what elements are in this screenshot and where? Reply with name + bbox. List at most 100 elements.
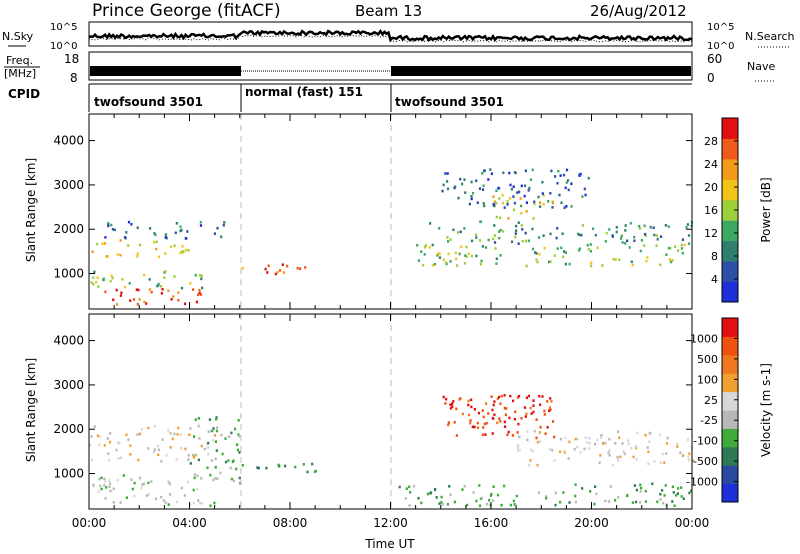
data-cell-2 (230, 431, 233, 435)
data-cell-6 (449, 238, 452, 241)
data-cell-2 (155, 247, 158, 251)
data-cell-4 (442, 395, 445, 399)
data-cell-8 (475, 179, 478, 183)
data-cell-5 (492, 417, 495, 420)
data-cell-5 (420, 250, 423, 253)
data-cell-4 (520, 416, 523, 420)
data-cell-4 (549, 408, 552, 411)
data-cell-0 (177, 291, 180, 294)
data-cell-2 (234, 427, 237, 431)
data-cell-6 (621, 442, 624, 445)
sky-noise-label: N.Sky (2, 30, 34, 43)
data-cell-6 (515, 229, 518, 232)
data-cell-1 (188, 433, 191, 437)
data-cell-6 (686, 223, 689, 226)
data-cell-0 (125, 496, 128, 499)
data-cell-5 (548, 260, 551, 264)
data-cell-3 (130, 223, 133, 226)
data-cell-5 (494, 247, 497, 250)
data-cell-7 (662, 501, 665, 505)
data-cell-0 (167, 289, 170, 293)
data-cell-3 (213, 232, 216, 235)
data-cell-4 (529, 406, 532, 410)
power-yticks: 4000 3000 2000 1000 (53, 134, 692, 281)
data-cell-4 (496, 421, 499, 425)
data-cell-6 (538, 431, 541, 434)
velocity-data-layer (89, 394, 695, 508)
data-cell-6 (478, 239, 482, 242)
data-cell-4 (451, 402, 454, 405)
data-cell-7 (512, 499, 515, 503)
data-cell-2 (127, 244, 130, 247)
data-cell-7 (609, 485, 612, 488)
data-cell-5 (618, 258, 621, 261)
data-cell-4 (517, 422, 520, 426)
data-cell-7 (677, 487, 680, 490)
data-cell-4 (507, 430, 510, 434)
data-cell-5 (503, 394, 506, 397)
data-cell-0 (138, 476, 141, 480)
data-cell-0 (136, 303, 139, 306)
time-tick-label: 08:00 (273, 516, 308, 530)
data-cell-6 (618, 436, 621, 439)
data-cell-7 (533, 202, 536, 206)
data-cell-7 (507, 217, 510, 220)
data-cell-5 (525, 396, 528, 400)
data-cell-1 (98, 443, 101, 447)
data-cell-1 (107, 452, 110, 455)
data-cell-5 (630, 260, 633, 264)
data-cell-4 (455, 434, 458, 437)
data-cell-0 (104, 497, 107, 500)
data-cell-5 (541, 395, 544, 398)
data-cell-7 (644, 500, 648, 503)
power-xticks (88, 114, 693, 309)
data-cell-8 (495, 189, 498, 192)
data-cell-6 (611, 235, 614, 238)
data-cell-8 (459, 177, 462, 181)
data-cell-7 (509, 197, 512, 200)
data-cell-1 (109, 432, 112, 435)
data-cell-1 (109, 279, 112, 283)
data-cell-2 (221, 452, 224, 456)
data-cell-1 (167, 429, 170, 432)
data-cell-1 (160, 460, 163, 463)
data-cell-7 (639, 490, 642, 493)
data-cell-2 (237, 419, 240, 422)
data-cell-3 (127, 220, 131, 224)
data-cell-1 (198, 437, 201, 440)
data-cell-5 (481, 245, 484, 248)
data-cell-4 (449, 407, 453, 410)
data-cell-3 (220, 235, 223, 239)
data-cell-3 (277, 463, 280, 467)
freq-tick-top: 18 (64, 52, 79, 66)
data-cell-1 (200, 444, 203, 448)
data-cell-4 (467, 403, 470, 407)
data-cell-1 (110, 274, 113, 278)
data-cell-2 (173, 244, 176, 247)
data-cell-7 (446, 503, 449, 506)
data-cell-0 (135, 288, 138, 291)
data-cell-6 (567, 457, 570, 460)
data-cell-4 (470, 405, 473, 409)
date-title: 26/Aug/2012 (590, 2, 687, 20)
data-cell-0 (147, 481, 150, 485)
data-cell-8 (565, 181, 568, 184)
data-cell-6 (624, 242, 627, 245)
data-cell-4 (296, 267, 299, 270)
data-cell-3 (199, 220, 202, 224)
data-cell-7 (525, 210, 528, 213)
colorbar-swatch (722, 354, 738, 374)
data-cell-6 (635, 446, 638, 450)
data-cell-5 (454, 251, 457, 255)
data-cell-2 (116, 253, 119, 256)
data-cell-0 (142, 482, 146, 486)
data-cell-0 (161, 288, 164, 291)
data-cell-0 (170, 298, 173, 301)
data-cell-6 (559, 437, 562, 441)
data-cell-3 (104, 236, 107, 239)
data-cell-5 (543, 413, 546, 416)
data-cell-8 (549, 192, 552, 195)
data-cell-6 (608, 454, 611, 457)
data-cell-4 (485, 421, 488, 425)
data-cell-5 (524, 415, 527, 418)
